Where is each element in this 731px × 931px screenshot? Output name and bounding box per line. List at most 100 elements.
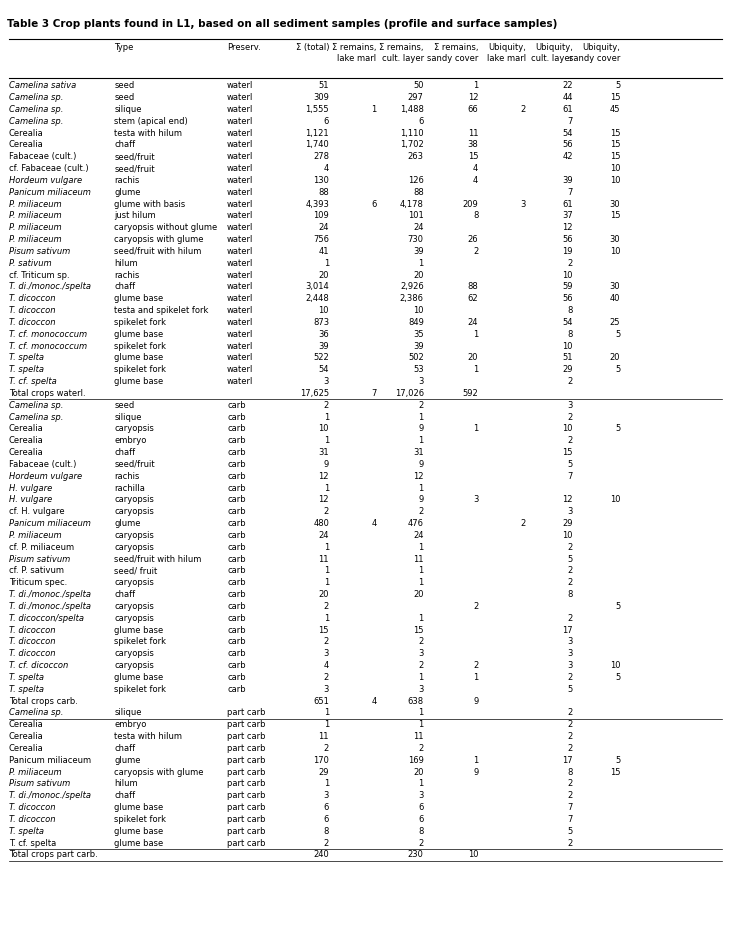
Text: T. dicoccon: T. dicoccon (9, 626, 55, 635)
Text: 169: 169 (408, 756, 424, 764)
Text: cf. P. miliaceum: cf. P. miliaceum (9, 543, 74, 552)
Text: part carb: part carb (227, 839, 265, 847)
Text: carb: carb (227, 412, 246, 422)
Text: 126: 126 (408, 176, 424, 185)
Text: carb: carb (227, 519, 246, 528)
Text: rachis: rachis (114, 176, 140, 185)
Text: Pisum sativum: Pisum sativum (9, 555, 70, 563)
Text: 15: 15 (468, 153, 478, 161)
Text: 849: 849 (408, 317, 424, 327)
Text: carb: carb (227, 448, 246, 457)
Text: carb: carb (227, 507, 246, 517)
Text: 1: 1 (324, 614, 329, 623)
Text: 1: 1 (324, 412, 329, 422)
Text: 1: 1 (419, 708, 424, 718)
Text: 1: 1 (324, 437, 329, 445)
Text: part carb: part carb (227, 779, 265, 789)
Text: 2: 2 (324, 673, 329, 682)
Text: 88: 88 (468, 282, 478, 291)
Text: 2: 2 (419, 661, 424, 670)
Text: 36: 36 (318, 330, 329, 339)
Text: carb: carb (227, 400, 246, 410)
Text: 15: 15 (610, 93, 621, 102)
Text: glume base: glume base (114, 354, 164, 362)
Text: chaff: chaff (114, 282, 135, 291)
Text: P. miliaceum: P. miliaceum (9, 223, 61, 232)
Text: 10: 10 (610, 247, 621, 256)
Text: glume base: glume base (114, 377, 164, 386)
Text: 476: 476 (408, 519, 424, 528)
Text: 240: 240 (314, 851, 329, 859)
Text: T. dicoccon: T. dicoccon (9, 803, 55, 812)
Text: 9: 9 (473, 696, 478, 706)
Text: waterl: waterl (227, 342, 254, 351)
Text: 41: 41 (319, 247, 329, 256)
Text: 20: 20 (413, 768, 424, 776)
Text: glume: glume (114, 519, 141, 528)
Text: Cerealia: Cerealia (9, 128, 43, 138)
Text: T. cf. monococcum: T. cf. monococcum (9, 342, 87, 351)
Text: waterl: waterl (227, 105, 254, 114)
Text: 9: 9 (419, 495, 424, 505)
Text: glume base: glume base (114, 673, 164, 682)
Text: 20: 20 (610, 354, 621, 362)
Text: waterl: waterl (227, 235, 254, 244)
Text: Type: Type (114, 43, 134, 52)
Text: 15: 15 (610, 211, 621, 221)
Text: 24: 24 (413, 223, 424, 232)
Text: 2: 2 (568, 673, 573, 682)
Text: 101: 101 (408, 211, 424, 221)
Text: 7: 7 (568, 803, 573, 812)
Text: P. miliaceum: P. miliaceum (9, 531, 61, 540)
Text: 2: 2 (568, 412, 573, 422)
Text: caryopsis: caryopsis (114, 661, 154, 670)
Text: 6: 6 (371, 199, 376, 209)
Text: carb: carb (227, 602, 246, 611)
Text: part carb: part carb (227, 815, 265, 824)
Text: 502: 502 (408, 354, 424, 362)
Text: 25: 25 (610, 317, 621, 327)
Text: 3: 3 (568, 661, 573, 670)
Text: 7: 7 (568, 188, 573, 196)
Text: 4: 4 (473, 164, 478, 173)
Text: Total crops waterl.: Total crops waterl. (9, 389, 86, 398)
Text: waterl: waterl (227, 282, 254, 291)
Text: 2: 2 (568, 566, 573, 575)
Text: 10: 10 (319, 306, 329, 315)
Text: 2: 2 (568, 779, 573, 789)
Text: embryo: embryo (114, 721, 147, 729)
Text: 29: 29 (319, 768, 329, 776)
Text: part carb: part carb (227, 721, 265, 729)
Text: 8: 8 (568, 590, 573, 600)
Text: caryopsis: caryopsis (114, 495, 154, 505)
Text: seed/fruit: seed/fruit (114, 153, 155, 161)
Text: Ubiquity,
cult. layer: Ubiquity, cult. layer (531, 43, 573, 62)
Text: Camelina sp.: Camelina sp. (9, 400, 63, 410)
Text: 6: 6 (324, 815, 329, 824)
Text: 170: 170 (313, 756, 329, 764)
Text: P. sativum: P. sativum (9, 259, 51, 268)
Text: T. dicoccon: T. dicoccon (9, 294, 55, 304)
Text: waterl: waterl (227, 294, 254, 304)
Text: testa with hilum: testa with hilum (114, 732, 182, 741)
Text: waterl: waterl (227, 306, 254, 315)
Text: part carb: part carb (227, 803, 265, 812)
Text: 4: 4 (473, 176, 478, 185)
Text: T. dicoccon/spelta: T. dicoccon/spelta (9, 614, 83, 623)
Text: 20: 20 (319, 590, 329, 600)
Text: glume base: glume base (114, 827, 164, 836)
Text: 45: 45 (610, 105, 621, 114)
Text: 40: 40 (610, 294, 621, 304)
Text: 88: 88 (318, 188, 329, 196)
Text: seed/fruit: seed/fruit (114, 460, 155, 469)
Text: 1: 1 (473, 81, 478, 90)
Text: 24: 24 (319, 223, 329, 232)
Text: P. miliaceum: P. miliaceum (9, 199, 61, 209)
Text: 2: 2 (419, 638, 424, 646)
Text: 278: 278 (313, 153, 329, 161)
Text: 7: 7 (568, 472, 573, 480)
Text: 5: 5 (615, 330, 621, 339)
Text: carb: carb (227, 472, 246, 480)
Text: 1: 1 (419, 614, 424, 623)
Text: 2: 2 (568, 578, 573, 587)
